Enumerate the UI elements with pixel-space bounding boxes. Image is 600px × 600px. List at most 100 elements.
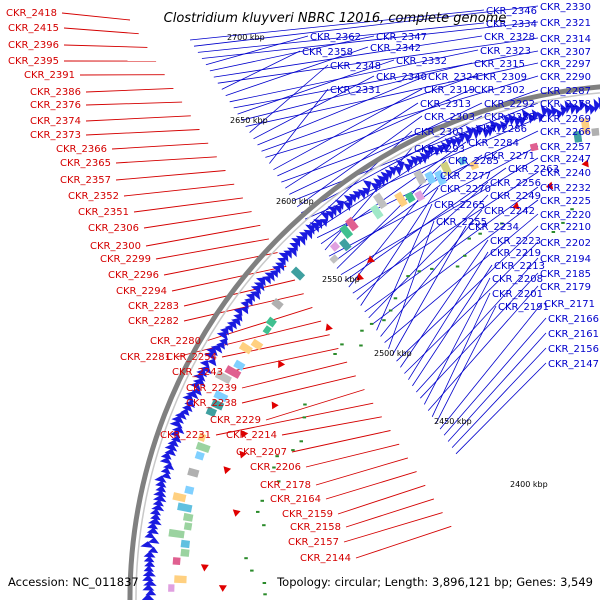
- forward-gene-label[interactable]: CKR_2302: [474, 85, 525, 96]
- forward-gene-label[interactable]: CKR_2166: [548, 314, 599, 325]
- reverse-gene-label[interactable]: CKR_2300: [90, 241, 141, 252]
- forward-gene-label[interactable]: CKR_2331: [330, 85, 381, 96]
- reverse-gene-label[interactable]: CKR_2365: [60, 158, 111, 169]
- forward-gene-label[interactable]: CKR_2342: [370, 43, 421, 54]
- reverse-gene-label[interactable]: CKR_2243: [172, 367, 223, 378]
- forward-gene-label[interactable]: CKR_2201: [492, 289, 543, 300]
- forward-gene-label[interactable]: CKR_2286: [476, 124, 527, 135]
- reverse-gene-label[interactable]: CKR_2283: [128, 301, 179, 312]
- reverse-gene-label[interactable]: CKR_2395: [8, 56, 59, 67]
- reverse-gene-label[interactable]: CKR_2357: [60, 175, 111, 186]
- forward-gene-label[interactable]: CKR_2179: [540, 282, 591, 293]
- forward-gene-label[interactable]: CKR_2191: [498, 302, 549, 313]
- forward-gene-label[interactable]: CKR_2249: [490, 191, 541, 202]
- forward-gene-label[interactable]: CKR_2293: [414, 144, 465, 155]
- forward-gene-label[interactable]: CKR_2270: [440, 184, 491, 195]
- reverse-gene-label[interactable]: CKR_2352: [68, 191, 119, 202]
- forward-gene-label[interactable]: CKR_2315: [474, 59, 525, 70]
- forward-gene-label[interactable]: CKR_2257: [540, 142, 591, 153]
- forward-gene-label[interactable]: CKR_2284: [468, 138, 519, 149]
- forward-gene-label[interactable]: CKR_2358: [302, 47, 353, 58]
- reverse-gene-label[interactable]: CKR_2386: [30, 87, 81, 98]
- reverse-gene-label[interactable]: CKR_2373: [30, 130, 81, 141]
- forward-gene-label[interactable]: CKR_2185: [540, 269, 591, 280]
- forward-gene-label[interactable]: CKR_2247: [540, 154, 591, 165]
- forward-gene-label[interactable]: CKR_2321: [540, 18, 591, 29]
- forward-gene-label[interactable]: CKR_2232: [540, 183, 591, 194]
- forward-gene-label[interactable]: CKR_2240: [540, 168, 591, 179]
- forward-gene-label[interactable]: CKR_2242: [484, 206, 535, 217]
- reverse-gene-label[interactable]: CKR_2294: [116, 286, 167, 297]
- forward-gene-label[interactable]: CKR_2301: [414, 127, 465, 138]
- reverse-gene-label[interactable]: CKR_2144: [300, 553, 351, 564]
- forward-gene-label[interactable]: CKR_2319: [424, 85, 475, 96]
- forward-gene-label[interactable]: CKR_2328: [484, 32, 535, 43]
- forward-gene-label[interactable]: CKR_2292: [484, 99, 535, 110]
- reverse-gene-label[interactable]: CKR_2366: [56, 144, 107, 155]
- forward-gene-label[interactable]: CKR_2202: [540, 238, 591, 249]
- reverse-gene-label[interactable]: CKR_2207: [236, 447, 287, 458]
- forward-gene-label[interactable]: CKR_2348: [330, 61, 381, 72]
- reverse-gene-label[interactable]: CKR_2391: [24, 70, 75, 81]
- forward-gene-label[interactable]: CKR_2303: [424, 112, 475, 123]
- forward-gene-label[interactable]: CKR_2265: [434, 200, 485, 211]
- forward-gene-label[interactable]: CKR_2346: [486, 6, 537, 17]
- forward-gene-label[interactable]: CKR_2255: [436, 217, 487, 228]
- forward-gene-label[interactable]: CKR_2309: [476, 72, 527, 83]
- reverse-gene-label[interactable]: CKR_2296: [108, 270, 159, 281]
- reverse-gene-label[interactable]: CKR_2157: [288, 537, 339, 548]
- forward-gene-label[interactable]: CKR_2147: [548, 359, 599, 370]
- forward-gene-label[interactable]: CKR_2271: [484, 151, 535, 162]
- reverse-gene-label[interactable]: CKR_2396: [8, 40, 59, 51]
- forward-gene-label[interactable]: CKR_2256: [490, 178, 541, 189]
- forward-gene-label[interactable]: CKR_2290: [540, 72, 591, 83]
- forward-gene-label[interactable]: CKR_2278: [540, 99, 591, 110]
- forward-gene-label[interactable]: CKR_2269: [540, 114, 591, 125]
- reverse-gene-label[interactable]: CKR_2178: [260, 480, 311, 491]
- forward-gene-label[interactable]: CKR_2263: [508, 164, 559, 175]
- forward-gene-label[interactable]: CKR_2340: [376, 72, 427, 83]
- forward-gene-label[interactable]: CKR_2171: [544, 299, 595, 310]
- forward-gene-label[interactable]: CKR_2219: [490, 248, 541, 259]
- reverse-gene-label[interactable]: CKR_2158: [290, 522, 341, 533]
- forward-gene-label[interactable]: CKR_2220: [540, 210, 591, 221]
- forward-gene-label[interactable]: CKR_2288: [484, 112, 535, 123]
- reverse-gene-label[interactable]: CKR_2299: [100, 254, 151, 265]
- forward-gene-label[interactable]: CKR_2277: [440, 171, 491, 182]
- forward-gene-label[interactable]: CKR_2234: [468, 222, 519, 233]
- reverse-gene-label[interactable]: CKR_2351: [78, 207, 129, 218]
- forward-gene-label[interactable]: CKR_2313: [420, 99, 471, 110]
- forward-gene-label[interactable]: CKR_2194: [540, 254, 591, 265]
- forward-gene-label[interactable]: CKR_2330: [540, 2, 591, 13]
- forward-gene-label[interactable]: CKR_2332: [396, 56, 447, 67]
- reverse-gene-label[interactable]: CKR_2164: [270, 494, 321, 505]
- forward-gene-label[interactable]: CKR_2347: [376, 32, 427, 43]
- forward-gene-label[interactable]: CKR_2161: [548, 329, 599, 340]
- reverse-gene-label[interactable]: CKR_2231: [160, 430, 211, 441]
- forward-gene-label[interactable]: CKR_2314: [540, 34, 591, 45]
- reverse-gene-label[interactable]: CKR_2254: [166, 352, 217, 363]
- reverse-gene-label[interactable]: CKR_2306: [88, 223, 139, 234]
- reverse-gene-label[interactable]: CKR_2374: [30, 116, 81, 127]
- reverse-gene-label[interactable]: CKR_2282: [128, 316, 179, 327]
- forward-gene-label[interactable]: CKR_2210: [540, 222, 591, 233]
- forward-gene-label[interactable]: CKR_2362: [310, 32, 361, 43]
- forward-gene-label[interactable]: CKR_2156: [548, 344, 599, 355]
- reverse-gene-label[interactable]: CKR_2418: [6, 8, 57, 19]
- forward-gene-label[interactable]: CKR_2334: [486, 19, 537, 30]
- reverse-gene-label[interactable]: CKR_2415: [8, 23, 59, 34]
- reverse-gene-label[interactable]: CKR_2229: [210, 415, 261, 426]
- forward-gene-label[interactable]: CKR_2266: [540, 127, 591, 138]
- reverse-gene-label[interactable]: CKR_2281: [120, 352, 171, 363]
- forward-gene-label[interactable]: CKR_2323: [480, 46, 531, 57]
- forward-gene-label[interactable]: CKR_2213: [494, 261, 545, 272]
- forward-gene-label[interactable]: CKR_2287: [540, 86, 591, 97]
- forward-gene-label[interactable]: CKR_2223: [490, 236, 541, 247]
- reverse-gene-label[interactable]: CKR_2239: [186, 383, 237, 394]
- reverse-gene-label[interactable]: CKR_2238: [186, 398, 237, 409]
- forward-gene-label[interactable]: CKR_2225: [540, 196, 591, 207]
- forward-gene-label[interactable]: CKR_2324: [428, 72, 479, 83]
- reverse-gene-label[interactable]: CKR_2159: [282, 509, 333, 520]
- forward-gene-label[interactable]: CKR_2297: [540, 59, 591, 70]
- reverse-gene-label[interactable]: CKR_2376: [30, 100, 81, 111]
